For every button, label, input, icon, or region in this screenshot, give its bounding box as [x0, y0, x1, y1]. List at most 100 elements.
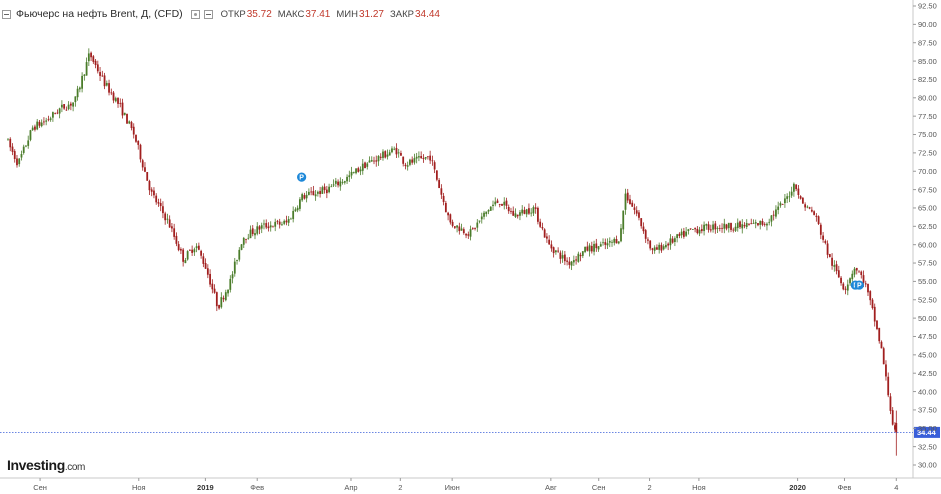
y-tick-label: 70.00	[918, 167, 937, 176]
candle-body	[835, 264, 838, 272]
candle-body	[258, 226, 261, 230]
high-label: МАКС	[277, 8, 305, 20]
candle-body	[694, 228, 697, 230]
logo-domain: .com	[64, 462, 85, 473]
candle-body	[570, 261, 573, 266]
candle-body	[444, 202, 447, 213]
event-marker-icon[interactable]	[297, 172, 307, 182]
candle-body	[366, 163, 369, 167]
candle-body	[36, 121, 39, 130]
candle-body	[581, 251, 584, 256]
visibility-icon[interactable]	[190, 9, 200, 19]
candle-body	[400, 153, 402, 156]
candle-body	[505, 200, 508, 206]
candle-body	[660, 244, 663, 251]
candle-body	[550, 244, 553, 249]
candle-body	[69, 103, 72, 106]
candle-body	[52, 112, 54, 118]
candle-body	[584, 246, 586, 252]
candle-body	[67, 104, 70, 110]
candle-body	[485, 211, 488, 215]
candle-body	[453, 226, 456, 228]
candle-body	[81, 75, 83, 89]
candle-body	[393, 148, 396, 150]
candle-body	[74, 96, 77, 103]
candle-body	[16, 158, 18, 166]
candle-body	[478, 220, 481, 222]
candle-body	[25, 145, 27, 147]
candle-body	[431, 160, 434, 162]
event-marker-icon[interactable]	[854, 280, 864, 290]
candle-body	[864, 283, 867, 285]
candle-body	[512, 210, 515, 216]
candle-body	[211, 283, 214, 290]
candle-body	[489, 206, 492, 211]
candle-body	[269, 225, 272, 228]
candle-body	[658, 244, 661, 250]
candle-body	[727, 222, 730, 229]
candle-body	[487, 209, 490, 212]
candle-body	[566, 260, 569, 262]
candle-body	[83, 74, 86, 76]
x-tick-label: 4	[894, 483, 898, 492]
candle-body	[368, 160, 371, 163]
candle-body	[166, 218, 169, 220]
candle-body	[299, 199, 301, 209]
candle-body	[801, 197, 804, 204]
candle-body	[337, 181, 339, 186]
candle-body	[96, 64, 99, 72]
candle-body	[662, 246, 665, 250]
collapse-icon[interactable]	[2, 9, 11, 19]
candle-body	[851, 273, 854, 280]
candle-body	[855, 267, 858, 271]
candle-body	[579, 254, 582, 257]
candle-body	[204, 263, 207, 269]
candle-body	[837, 270, 840, 278]
candle-body	[496, 200, 499, 203]
candle-body	[781, 204, 784, 205]
candle-body	[770, 215, 773, 222]
candle-body	[332, 184, 335, 186]
candle-body	[698, 229, 701, 234]
candle-body	[377, 155, 380, 162]
candle-body	[462, 229, 465, 234]
high-value: 37.41	[305, 8, 331, 20]
candle-body	[469, 229, 472, 237]
candle-body	[563, 254, 566, 262]
candle-body	[242, 237, 245, 245]
candle-body	[426, 156, 429, 158]
candle-body	[339, 181, 342, 187]
candle-body	[29, 130, 32, 140]
candle-body	[276, 220, 279, 222]
candle-body	[162, 206, 164, 214]
settings-icon[interactable]	[203, 9, 213, 19]
candle-body	[108, 83, 110, 93]
candle-body	[532, 207, 535, 214]
x-tick-label: Ноя	[692, 483, 706, 492]
candle-body	[824, 240, 827, 244]
candle-body	[651, 248, 654, 250]
candle-body	[101, 75, 104, 77]
candle-body	[112, 92, 115, 101]
candle-body	[844, 288, 847, 290]
candle-body	[721, 227, 723, 229]
candle-body	[290, 218, 292, 220]
candle-body	[54, 113, 57, 115]
candle-body	[599, 244, 602, 247]
candle-body	[355, 168, 357, 174]
candle-body	[429, 155, 432, 161]
candle-body	[543, 229, 546, 238]
candle-body	[130, 122, 133, 129]
y-tick-label: 55.00	[918, 277, 937, 286]
x-tick-label: 2	[647, 483, 651, 492]
candle-body	[716, 228, 719, 229]
candle-body	[49, 118, 52, 120]
candle-body	[629, 199, 631, 205]
candle-body	[141, 160, 144, 168]
candle-body	[397, 152, 400, 154]
candle-body	[480, 216, 483, 220]
candle-body	[281, 224, 283, 226]
candle-body	[602, 242, 604, 244]
candle-body	[730, 222, 732, 230]
